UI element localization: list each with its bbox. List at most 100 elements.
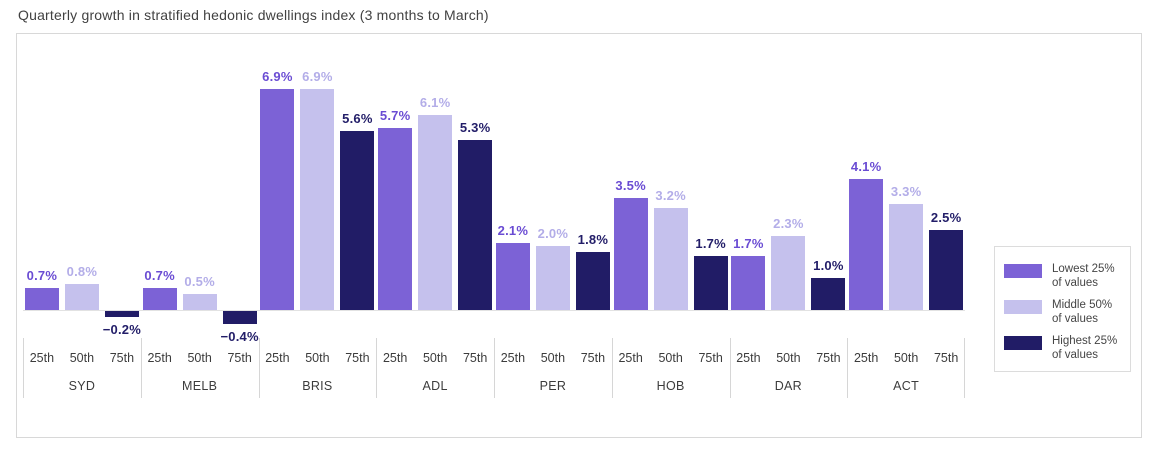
category-group-adl: 5.7% 25th 6.1% 50th 5.3% 75th ADL: [376, 34, 494, 437]
bar-value-label: 2.3%: [773, 216, 804, 231]
percentile-tick-label: 25th: [500, 351, 526, 365]
bar-value-label: 2.0%: [537, 226, 569, 241]
bar-hob-25th: [613, 198, 648, 310]
category-label: PER: [539, 379, 567, 393]
bar-value-label: 0.5%: [184, 274, 215, 289]
bar-syd-75th: [104, 311, 139, 317]
bar-value-label: 6.1%: [419, 95, 451, 110]
bar-value-label: 3.5%: [615, 178, 646, 193]
percentile-tick-label: 50th: [187, 351, 212, 365]
percentile-tick-label: 50th: [69, 351, 95, 365]
category-group-melb: 0.7% 25th 0.5% 50th −0.4% 75th MELB: [141, 34, 259, 437]
group-divider: [494, 338, 495, 398]
bar-dar-75th: [811, 278, 846, 310]
category-group-hob: 3.5% 25th 3.2% 50th 1.7% 75th HOB: [612, 34, 730, 437]
x-axis-line: [23, 310, 965, 311]
bar-value-label: −0.2%: [102, 322, 141, 337]
percentile-tick-label: 75th: [109, 351, 135, 365]
chart-container: 0.7% 25th 0.8% 50th −0.2% 75th SYD 0.7% 25th 0.5%…: [16, 33, 1142, 438]
bar-value-label: 5.7%: [379, 108, 411, 123]
legend-item: Middle 50% of values: [1004, 298, 1130, 326]
percentile-tick-label: 25th: [382, 351, 408, 365]
bar-dar-50th: [771, 236, 806, 310]
percentile-tick-label: 25th: [736, 351, 761, 365]
bar-bris-25th: [260, 89, 295, 310]
group-divider: [376, 338, 377, 398]
group-divider: [847, 338, 848, 398]
bar-melb-75th: [222, 311, 257, 324]
group-divider: [730, 338, 731, 398]
bar-value-label: 6.9%: [302, 69, 333, 84]
bar-value-label: 0.7%: [26, 268, 58, 283]
bar-act-75th: [929, 230, 964, 310]
category-group-per: 2.1% 25th 2.0% 50th 1.8% 75th PER: [494, 34, 612, 437]
bar-syd-25th: [24, 288, 59, 310]
category-group-syd: 0.7% 25th 0.8% 50th −0.2% 75th SYD: [23, 34, 141, 437]
bar-adl-25th: [378, 128, 413, 310]
percentile-tick-label: 25th: [853, 351, 879, 365]
group-divider: [964, 338, 965, 398]
category-label: MELB: [182, 379, 218, 393]
percentile-tick-label: 75th: [345, 351, 370, 365]
bar-bris-75th: [340, 131, 375, 310]
category-label: HOB: [656, 379, 685, 393]
bar-melb-50th: [182, 294, 217, 310]
legend-swatch: [1004, 264, 1042, 278]
bar-bris-50th: [300, 89, 335, 310]
bar-act-50th: [889, 204, 924, 310]
bar-melb-25th: [142, 288, 177, 310]
bar-adl-50th: [418, 115, 453, 310]
bar-adl-75th: [458, 140, 493, 310]
legend-item: Highest 25% of values: [1004, 334, 1130, 362]
percentile-tick-label: 75th: [462, 351, 488, 365]
bar-hob-50th: [653, 208, 688, 310]
bar-value-label: 0.7%: [144, 268, 175, 283]
percentile-tick-label: 25th: [265, 351, 290, 365]
bar-value-label: −0.4%: [220, 329, 259, 344]
legend-label: Highest 25% of values: [1052, 335, 1118, 361]
percentile-tick-label: 75th: [227, 351, 252, 365]
legend: Lowest 25% of values Middle 50% of values Hi…: [994, 246, 1131, 372]
percentile-tick-label: 25th: [29, 351, 55, 365]
bar-per-75th: [575, 252, 610, 310]
percentile-tick-label: 50th: [305, 351, 330, 365]
bar-hob-75th: [693, 256, 728, 310]
percentile-tick-label: 50th: [658, 351, 683, 365]
category-label: ADL: [422, 379, 448, 393]
category-label: ACT: [893, 379, 920, 393]
percentile-tick-label: 75th: [816, 351, 841, 365]
category-group-bris: 6.9% 25th 6.9% 50th 5.6% 75th BRIS: [259, 34, 377, 437]
percentile-tick-label: 50th: [540, 351, 566, 365]
percentile-tick-label: 75th: [580, 351, 606, 365]
bar-dar-25th: [731, 256, 766, 310]
group-divider: [141, 338, 142, 398]
bar-value-label: 2.5%: [930, 210, 962, 225]
bar-value-label: 4.1%: [850, 159, 882, 174]
percentile-tick-label: 75th: [698, 351, 723, 365]
bar-syd-50th: [64, 284, 99, 310]
group-divider: [259, 338, 260, 398]
bar-value-label: 0.8%: [66, 264, 98, 279]
bar-per-25th: [495, 243, 530, 310]
chart-title: Quarterly growth in stratified hedonic d…: [18, 7, 489, 23]
group-divider: [23, 338, 24, 398]
percentile-tick-label: 50th: [422, 351, 448, 365]
bar-value-label: 1.7%: [695, 236, 726, 251]
percentile-tick-label: 25th: [618, 351, 643, 365]
bar-value-label: 3.2%: [655, 188, 686, 203]
percentile-tick-label: 25th: [147, 351, 172, 365]
bar-per-50th: [535, 246, 570, 310]
bar-value-label: 1.7%: [733, 236, 764, 251]
percentile-tick-label: 75th: [933, 351, 959, 365]
bar-value-label: 6.9%: [262, 69, 293, 84]
legend-swatch: [1004, 336, 1042, 350]
bar-value-label: 1.0%: [813, 258, 844, 273]
bar-value-label: 3.3%: [890, 184, 922, 199]
legend-swatch: [1004, 300, 1042, 314]
legend-label: Middle 50% of values: [1052, 299, 1113, 325]
bar-value-label: 2.1%: [497, 223, 529, 238]
category-group-act: 4.1% 25th 3.3% 50th 2.5% 75th ACT: [847, 34, 965, 437]
percentile-tick-label: 50th: [776, 351, 801, 365]
bar-value-label: 1.8%: [577, 232, 609, 247]
